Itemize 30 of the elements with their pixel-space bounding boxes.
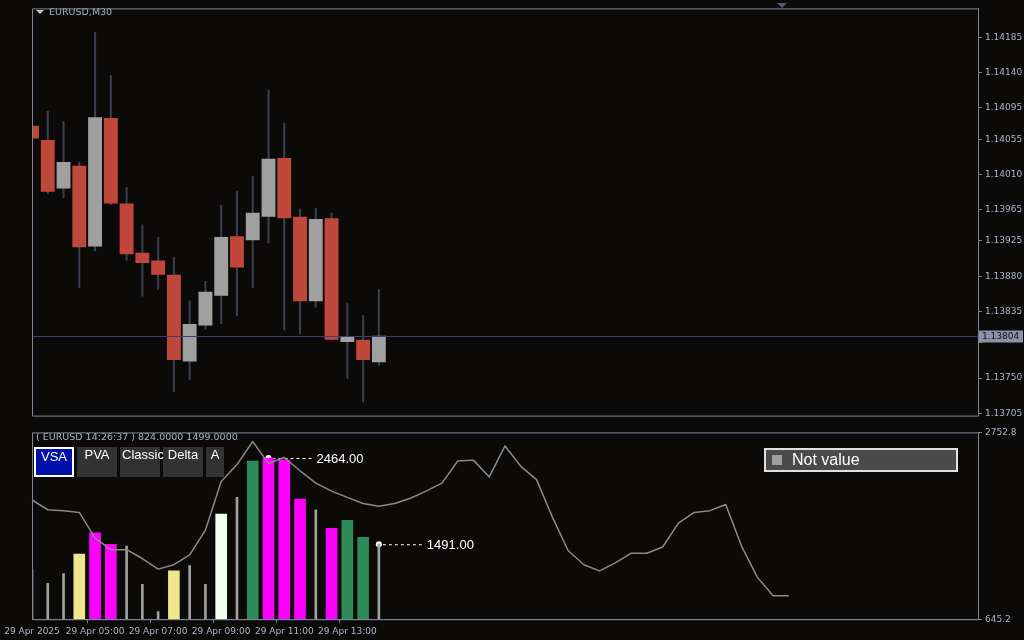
annotation: PVA: [77, 447, 117, 477]
y-tick-label: 1.13965: [985, 203, 1023, 214]
y-tick-label: 1.14010: [985, 168, 1023, 179]
y-tick-label: 1.14140: [985, 66, 1023, 77]
data-label: 2464.00: [316, 450, 364, 466]
y-tick-label: 1.13880: [985, 270, 1023, 281]
chart-title: EURUSD,M30: [49, 6, 113, 17]
data-label: 1491.00: [426, 536, 474, 552]
annotation: VSA: [34, 447, 74, 477]
y-tick-label: 1.13705: [985, 407, 1023, 418]
x-tick-label: 29 Apr 07:00: [128, 625, 188, 636]
y-tick-label: 1.13750: [985, 372, 1023, 383]
annotation: Classic: [121, 447, 164, 464]
chart-title: ( EURUSD 14:26:37 ) 824.0000 1499.0000: [36, 431, 238, 442]
annotation: Delta: [163, 447, 203, 477]
legend-label: Not value: [792, 451, 860, 469]
y-tick-label: 2752.8: [985, 426, 1017, 437]
y-tick-label: 1.13835: [985, 305, 1023, 316]
x-tick-label: 29 Apr 05:00: [65, 625, 125, 636]
y-tick-label: 645.2: [985, 613, 1011, 624]
y-tick-label: 1.14185: [985, 31, 1023, 42]
y-tick-label: 1.14055: [985, 133, 1023, 144]
ref-line-label: 1.13804: [982, 330, 1020, 341]
x-tick-label: 29 Apr 13:00: [317, 625, 377, 636]
x-tick-label: 29 Apr 09:00: [191, 625, 251, 636]
y-tick-label: 1.13925: [985, 235, 1023, 246]
x-tick-label: 29 Apr 11:00: [254, 625, 314, 636]
x-tick-label: 29 Apr 2025: [4, 625, 60, 636]
annotation: A: [206, 447, 224, 477]
y-tick-label: 1.14095: [985, 102, 1023, 113]
